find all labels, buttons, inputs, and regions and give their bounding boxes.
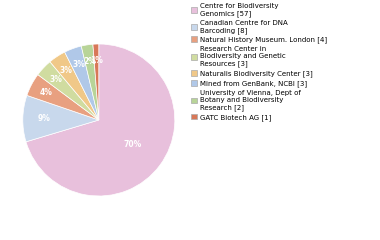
Wedge shape bbox=[38, 62, 99, 120]
Wedge shape bbox=[50, 52, 99, 120]
Text: 2%: 2% bbox=[83, 57, 96, 66]
Text: 3%: 3% bbox=[60, 66, 73, 75]
Text: 3%: 3% bbox=[72, 60, 85, 69]
Wedge shape bbox=[65, 46, 99, 120]
Text: 4%: 4% bbox=[40, 88, 53, 97]
Text: 1%: 1% bbox=[90, 56, 103, 65]
Wedge shape bbox=[23, 95, 99, 142]
Wedge shape bbox=[27, 75, 99, 120]
Wedge shape bbox=[81, 44, 99, 120]
Text: 3%: 3% bbox=[49, 75, 62, 84]
Legend: Centre for Biodiversity
Genomics [57], Canadian Centre for DNA
Barcoding [8], Na: Centre for Biodiversity Genomics [57], C… bbox=[190, 2, 328, 121]
Wedge shape bbox=[26, 44, 175, 196]
Text: 9%: 9% bbox=[38, 114, 51, 123]
Text: 70%: 70% bbox=[123, 140, 141, 150]
Wedge shape bbox=[93, 44, 99, 120]
